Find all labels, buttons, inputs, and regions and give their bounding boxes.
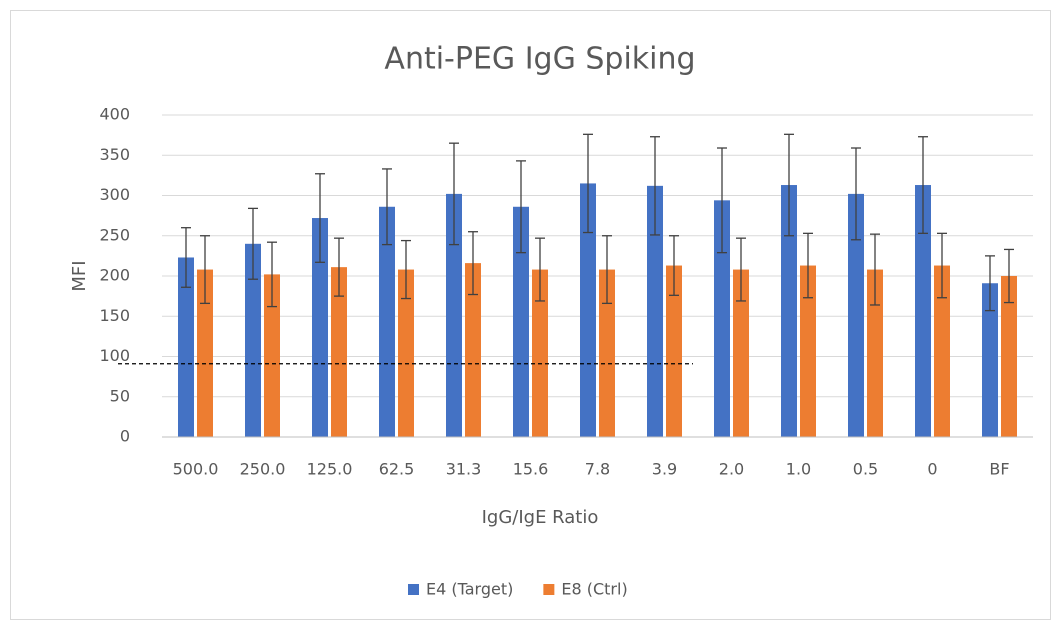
x-tick-label: 15.6 — [513, 460, 549, 479]
error-bar — [449, 142, 459, 246]
y-tick-label: 50 — [110, 386, 130, 405]
x-tick-label: 7.8 — [585, 460, 610, 479]
bar — [733, 269, 749, 437]
bar — [331, 267, 347, 437]
error-bar — [248, 207, 258, 280]
bar — [714, 200, 730, 437]
x-tick-label: 125.0 — [307, 460, 353, 479]
error-bar — [382, 168, 392, 246]
bar — [513, 206, 529, 437]
bar — [197, 269, 213, 437]
bar — [647, 185, 663, 437]
error-bar — [650, 136, 660, 236]
bar — [379, 206, 395, 437]
x-tick-label: 500.0 — [173, 460, 219, 479]
bar — [982, 283, 998, 437]
error-bar — [267, 241, 277, 308]
bar — [781, 185, 797, 437]
legend-swatch — [543, 584, 555, 595]
x-axis-title: IgG/IgE Ratio — [482, 507, 599, 528]
bar — [934, 265, 950, 437]
error-bar — [334, 237, 344, 297]
bar — [848, 193, 864, 437]
error-bar — [717, 147, 727, 254]
x-tick-label: 1.0 — [786, 460, 811, 479]
x-tick-label: 3.9 — [652, 460, 677, 479]
x-tick-label: 31.3 — [446, 460, 482, 479]
bar — [666, 265, 682, 437]
y-tick-label: 0 — [120, 427, 130, 446]
x-tick-label: 62.5 — [379, 460, 415, 479]
legend-swatch — [408, 584, 419, 595]
error-bar — [583, 133, 593, 234]
bar — [312, 218, 328, 437]
error-bar — [602, 235, 612, 305]
chart-border — [10, 10, 1051, 620]
x-tick-label: 0 — [927, 460, 937, 479]
y-tick-label: 250 — [99, 225, 130, 244]
error-bar — [401, 239, 411, 300]
bar — [446, 193, 462, 437]
error-bar — [736, 237, 746, 302]
error-bar — [803, 232, 813, 299]
bar — [1001, 276, 1017, 437]
bar — [867, 269, 883, 437]
bar — [245, 243, 261, 437]
error-bar — [181, 227, 191, 288]
bar — [264, 274, 280, 437]
legend-label: E4 (Target) — [426, 580, 513, 599]
bar — [178, 257, 194, 437]
x-tick-label: 2.0 — [719, 460, 744, 479]
error-bar — [937, 232, 947, 299]
bar — [398, 269, 414, 437]
bar — [800, 265, 816, 437]
error-bar — [516, 160, 526, 254]
bar — [580, 183, 596, 437]
bar — [465, 263, 481, 437]
y-tick-label: 150 — [99, 306, 130, 325]
error-bar — [918, 136, 928, 234]
error-bar — [315, 173, 325, 263]
y-axis-title: MFI — [69, 260, 90, 291]
error-bar — [870, 233, 880, 306]
error-bar — [851, 147, 861, 241]
bar — [915, 185, 931, 437]
bar — [532, 269, 548, 437]
y-tick-label: 300 — [99, 185, 130, 204]
error-bar — [535, 237, 545, 302]
bar — [599, 269, 615, 437]
error-bar — [784, 133, 794, 237]
x-tick-label: 0.5 — [853, 460, 878, 479]
error-bar — [1004, 248, 1014, 304]
y-tick-label: 100 — [99, 346, 130, 365]
x-tick-label: BF — [989, 460, 1009, 479]
y-tick-label: 200 — [99, 266, 130, 285]
error-bar — [985, 255, 995, 312]
error-bar — [468, 231, 478, 296]
x-tick-label: 250.0 — [240, 460, 286, 479]
y-tick-label: 350 — [99, 145, 130, 164]
chart-title: Anti-PEG IgG Spiking — [384, 42, 695, 77]
legend-label: E8 (Ctrl) — [561, 580, 627, 599]
error-bar — [669, 235, 679, 296]
error-bar — [200, 235, 210, 305]
y-tick-label: 400 — [99, 105, 130, 124]
